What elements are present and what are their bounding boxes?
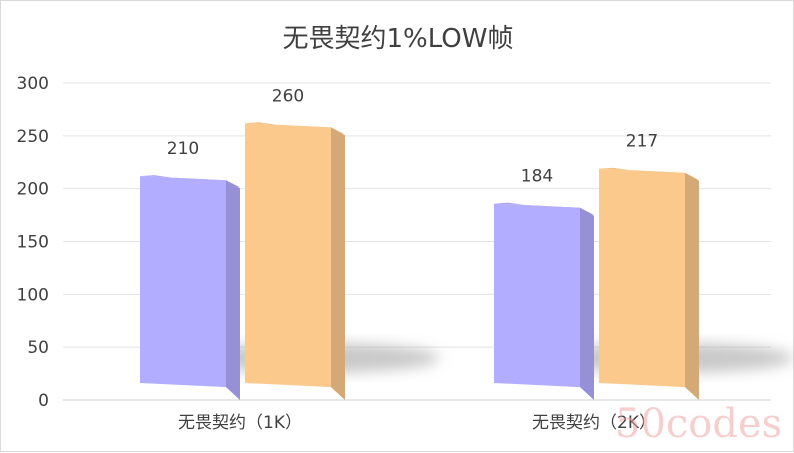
- data-label: 217: [626, 132, 658, 152]
- data-label: 260: [272, 86, 304, 106]
- x-category-label: 无畏契约（2K）: [532, 413, 656, 433]
- bar: [494, 203, 580, 388]
- data-labels: 210 260 184 217: [167, 86, 658, 186]
- x-axis: 无畏契约（1K） 无畏契约（2K）: [178, 413, 656, 433]
- x-category-label: 无畏契约（1K）: [178, 413, 302, 433]
- y-tick-label: 250: [17, 127, 49, 147]
- bar-side: [331, 127, 345, 401]
- bar-side: [685, 172, 699, 400]
- chart-title: 无畏契约1%LOW帧: [283, 24, 514, 54]
- watermark: 50codes: [615, 401, 782, 447]
- y-tick-label: 150: [17, 233, 49, 253]
- bar: [245, 123, 331, 388]
- bar-side: [580, 207, 594, 400]
- data-label: 210: [167, 139, 199, 159]
- y-tick-label: 200: [17, 180, 49, 200]
- y-tick-label: 300: [17, 74, 49, 94]
- bar: [140, 176, 226, 388]
- data-label: 184: [521, 167, 553, 187]
- bar-side: [226, 180, 240, 400]
- y-tick-label: 0: [38, 391, 49, 411]
- bar: [599, 168, 685, 388]
- bars: [140, 122, 699, 401]
- y-axis: 0 50 100 150 200 250 300: [17, 74, 49, 411]
- y-tick-label: 50: [27, 338, 49, 358]
- y-tick-label: 100: [17, 285, 49, 305]
